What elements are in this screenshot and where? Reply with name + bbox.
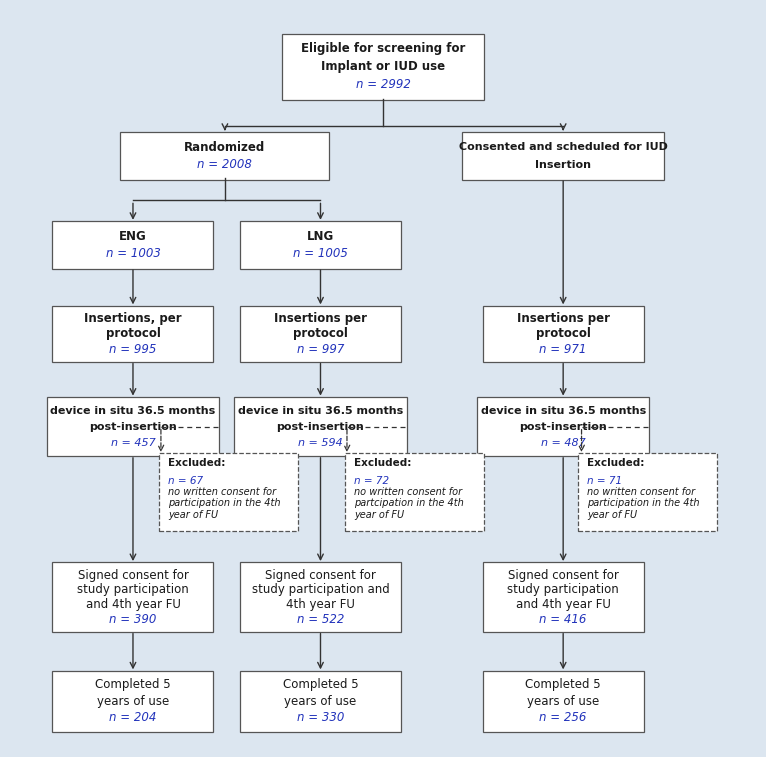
FancyBboxPatch shape [483,671,643,731]
FancyBboxPatch shape [345,453,484,531]
FancyBboxPatch shape [52,562,214,632]
FancyBboxPatch shape [52,306,214,362]
FancyBboxPatch shape [483,306,643,362]
Text: n = 1003: n = 1003 [106,248,160,260]
Text: Completed 5: Completed 5 [95,678,171,691]
Text: n = 390: n = 390 [110,613,157,626]
Text: n = 997: n = 997 [296,343,344,356]
Text: n = 204: n = 204 [110,712,157,724]
Text: Excluded:: Excluded: [587,459,644,469]
Text: Excluded:: Excluded: [168,459,225,469]
Text: Implant or IUD use: Implant or IUD use [321,61,445,73]
Text: post-insertion: post-insertion [519,422,607,431]
Text: n = 72: n = 72 [354,475,389,485]
Text: and 4th year FU: and 4th year FU [86,598,181,611]
Text: protocol: protocol [535,328,591,341]
FancyBboxPatch shape [282,34,484,100]
FancyBboxPatch shape [240,562,401,632]
FancyBboxPatch shape [483,562,643,632]
Text: n = 487: n = 487 [541,438,585,448]
Text: participation in the 4th: participation in the 4th [168,498,280,509]
Text: no written consent for: no written consent for [587,487,696,497]
Text: Consented and scheduled for IUD: Consented and scheduled for IUD [459,142,668,152]
Text: n = 995: n = 995 [110,343,157,356]
Text: device in situ 36.5 months: device in situ 36.5 months [480,406,646,416]
Text: 4th year FU: 4th year FU [286,598,355,611]
Text: n = 971: n = 971 [539,343,587,356]
Text: protocol: protocol [106,328,160,341]
Text: n = 2992: n = 2992 [355,79,411,92]
Text: year of FU: year of FU [354,509,404,520]
Text: Signed consent for: Signed consent for [77,569,188,581]
Text: no written consent for: no written consent for [168,487,276,497]
FancyBboxPatch shape [52,671,214,731]
Text: n = 71: n = 71 [587,475,622,485]
Text: Excluded:: Excluded: [354,459,411,469]
FancyBboxPatch shape [240,671,401,731]
Text: and 4th year FU: and 4th year FU [516,598,611,611]
FancyBboxPatch shape [47,397,219,456]
Text: year of FU: year of FU [587,509,637,520]
Text: Randomized: Randomized [185,141,266,154]
FancyBboxPatch shape [477,397,650,456]
Text: protocol: protocol [293,328,348,341]
Text: Insertion: Insertion [535,160,591,170]
Text: ENG: ENG [119,229,147,242]
FancyBboxPatch shape [578,453,717,531]
Text: years of use: years of use [527,695,599,708]
Text: n = 256: n = 256 [539,712,587,724]
Text: no written consent for: no written consent for [354,487,462,497]
Text: participation in the 4th: participation in the 4th [587,498,699,509]
Text: Insertions per: Insertions per [516,312,610,326]
FancyBboxPatch shape [234,397,407,456]
Text: years of use: years of use [97,695,169,708]
FancyBboxPatch shape [120,132,329,179]
Text: Completed 5: Completed 5 [283,678,358,691]
Text: Completed 5: Completed 5 [525,678,601,691]
Text: Eligible for screening for: Eligible for screening for [301,42,465,55]
Text: years of use: years of use [284,695,357,708]
Text: n = 2008: n = 2008 [198,158,252,171]
Text: Signed consent for: Signed consent for [265,569,376,581]
FancyBboxPatch shape [463,132,664,179]
FancyBboxPatch shape [240,221,401,269]
Text: device in situ 36.5 months: device in situ 36.5 months [238,406,403,416]
Text: year of FU: year of FU [168,509,218,520]
FancyBboxPatch shape [240,306,401,362]
FancyBboxPatch shape [52,221,214,269]
Text: LNG: LNG [307,229,334,242]
Text: device in situ 36.5 months: device in situ 36.5 months [51,406,215,416]
Text: n = 1005: n = 1005 [293,248,348,260]
Text: post-insertion: post-insertion [277,422,365,431]
Text: partcipation in the 4th: partcipation in the 4th [354,498,463,509]
Text: n = 416: n = 416 [539,613,587,626]
Text: post-insertion: post-insertion [89,422,177,431]
Text: n = 330: n = 330 [296,712,344,724]
Text: study participation: study participation [77,584,189,597]
Text: Signed consent for: Signed consent for [508,569,619,581]
Text: n = 67: n = 67 [168,475,203,485]
Text: n = 594: n = 594 [298,438,343,448]
Text: Insertions, per: Insertions, per [84,312,182,326]
Text: study participation and: study participation and [251,584,389,597]
Text: Insertions per: Insertions per [274,312,367,326]
Text: study participation: study participation [507,584,619,597]
Text: n = 522: n = 522 [296,613,344,626]
FancyBboxPatch shape [159,453,298,531]
Text: n = 457: n = 457 [110,438,155,448]
